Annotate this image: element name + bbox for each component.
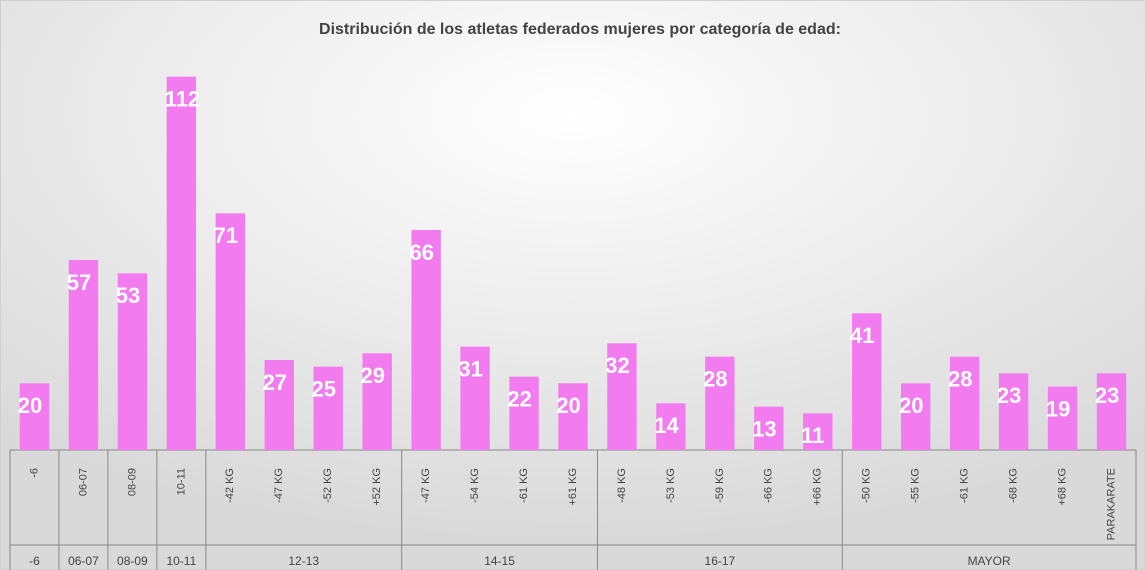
x-tick-label: -47 KG: [420, 468, 432, 503]
bar: [68, 260, 99, 450]
data-label: 13: [752, 416, 776, 441]
data-label: 20: [556, 393, 580, 418]
x-tick-label: -6: [28, 468, 40, 478]
data-label: 53: [116, 283, 140, 308]
data-label: 11: [801, 423, 824, 448]
x-tick-label: 08-09: [126, 468, 138, 496]
data-label: 20: [18, 393, 42, 418]
bar: [313, 366, 343, 450]
bar: [949, 356, 980, 450]
x-tick-label: -68 KG: [1008, 468, 1020, 503]
x-tick-label: -54 KG: [469, 468, 481, 503]
data-label: 19: [1046, 396, 1070, 421]
bar: [509, 376, 539, 450]
x-tick-label: -42 KG: [224, 468, 236, 503]
bar: [656, 403, 686, 450]
x-tick-label: PARAKARATE: [1105, 468, 1117, 540]
group-label: 16-17: [705, 554, 736, 568]
bar: [852, 313, 882, 450]
group-label: 06-07: [68, 554, 99, 568]
data-label: 20: [899, 393, 923, 418]
bar: [166, 76, 197, 451]
bar: [901, 383, 931, 450]
group-label: 08-09: [117, 554, 148, 568]
data-label: 32: [605, 353, 629, 378]
data-label: 29: [360, 363, 384, 388]
data-label: 23: [1095, 383, 1119, 408]
data-label: 41: [850, 323, 874, 348]
data-label: 28: [703, 366, 727, 391]
data-label: 28: [948, 366, 972, 391]
bar: [19, 383, 50, 450]
chart-title: Distribución de los atletas federados mu…: [319, 21, 841, 38]
bar: [803, 413, 833, 450]
x-tick-label: -61 KG: [518, 468, 530, 503]
bar: [411, 230, 441, 450]
x-tick-label: 10-11: [175, 468, 187, 495]
x-tick-label: -50 KG: [861, 468, 873, 503]
data-label: 31: [458, 356, 482, 381]
group-label: 10-11: [166, 554, 196, 568]
group-label: 14-15: [484, 554, 515, 568]
bar: [1096, 373, 1127, 450]
x-tick-label: -66 KG: [763, 468, 775, 503]
data-label: 112: [165, 86, 201, 111]
bar: [460, 346, 490, 450]
x-tick-label: -61 KG: [959, 468, 971, 503]
x-tick-label: -59 KG: [714, 468, 726, 503]
x-tick-label: -48 KG: [616, 468, 628, 503]
bar: [117, 273, 148, 450]
x-tick-label: 06-07: [77, 468, 89, 496]
x-tick-label: +52 KG: [371, 468, 383, 506]
data-label: 71: [214, 223, 238, 248]
data-label: 25: [312, 376, 336, 401]
data-label: 23: [997, 383, 1021, 408]
bar: [705, 356, 735, 450]
data-label: 14: [654, 413, 679, 438]
bar: [607, 343, 637, 450]
bar: [362, 353, 392, 450]
bar: [264, 360, 294, 450]
data-label: 22: [507, 386, 531, 411]
group-label: 12-13: [288, 554, 319, 568]
bar: [998, 373, 1029, 450]
bar: [1047, 386, 1078, 450]
group-label: MAYOR: [968, 554, 1011, 568]
data-label: 27: [263, 370, 287, 395]
x-tick-label: -55 KG: [910, 468, 922, 503]
x-tick-label: +66 KG: [812, 468, 824, 506]
group-label: -6: [29, 554, 40, 568]
data-label: 57: [67, 270, 91, 295]
bar: [754, 406, 784, 450]
x-tick-label: -52 KG: [322, 468, 334, 503]
x-tick-label: +68 KG: [1056, 468, 1068, 506]
data-label: 66: [409, 240, 433, 265]
x-tick-label: +61 KG: [567, 468, 579, 506]
bar: [215, 213, 245, 450]
x-tick-label: -53 KG: [665, 468, 677, 503]
x-tick-label: -47 KG: [273, 468, 285, 503]
bar: [558, 383, 588, 450]
